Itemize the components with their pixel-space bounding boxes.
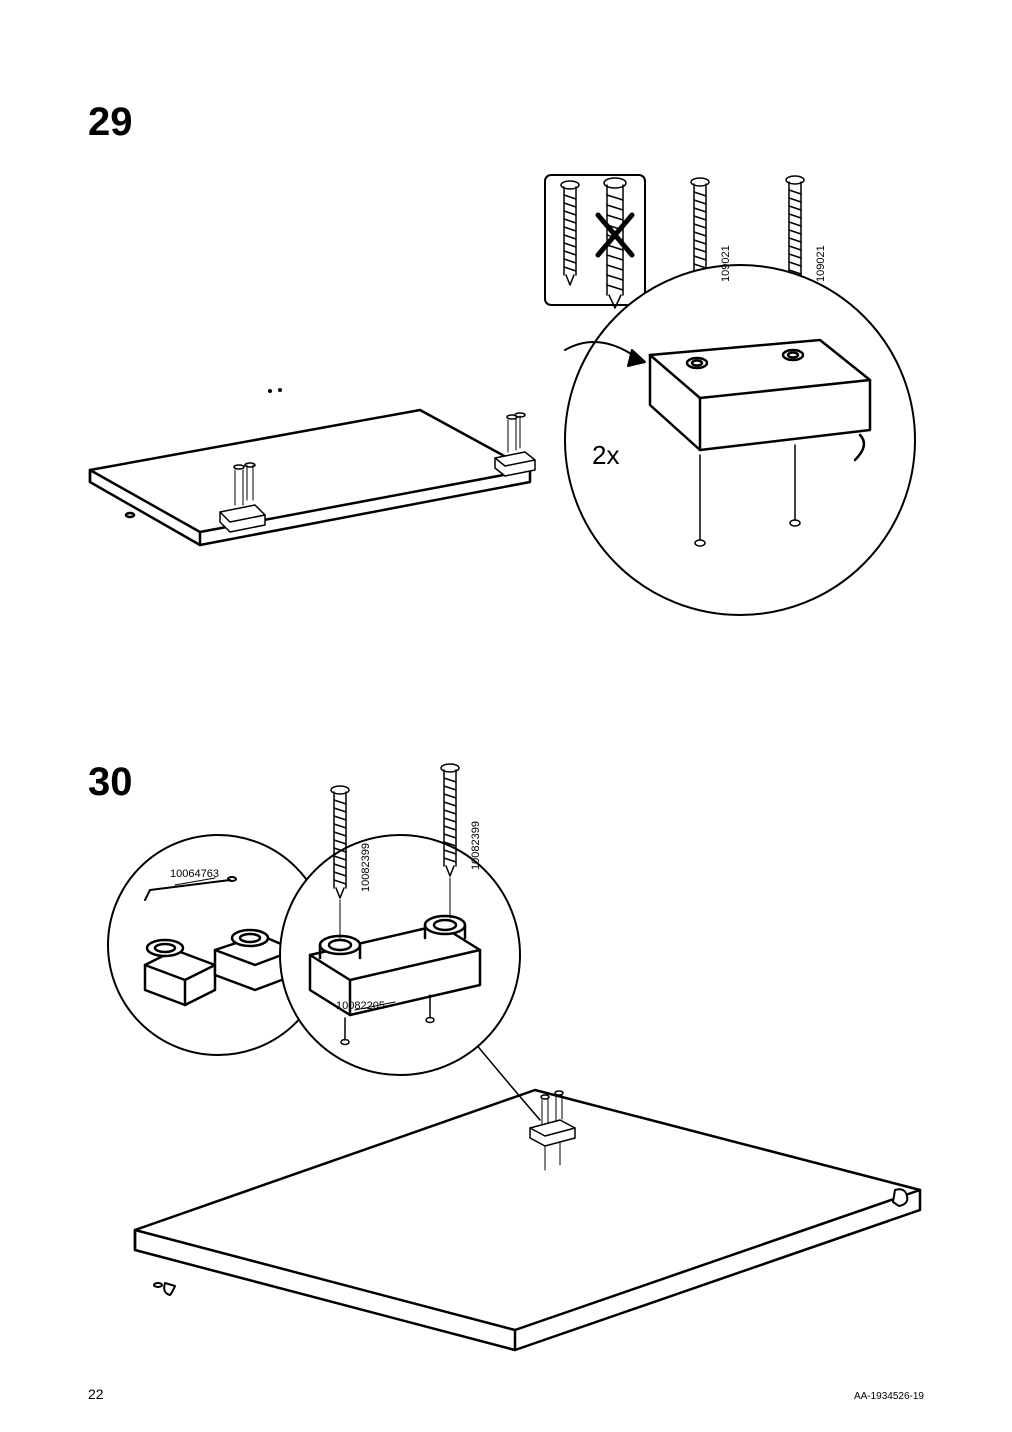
part-label-10064763: 10064763 [170,868,219,880]
step29-illustration [0,100,1012,660]
page-number: 22 [88,1386,104,1402]
step30-illustration [0,740,1012,1360]
part-label-109021-b: 109021 [815,245,827,282]
part-label-109021-a: 109021 [720,245,732,282]
document-id: AA-1934526-19 [854,1391,924,1402]
part-label-10082205: 10082205 [336,1000,385,1012]
part-label-10082399-a: 10082399 [360,843,372,892]
step29-quantity: 2x [592,440,619,471]
part-label-10082399-b: 10082399 [470,821,482,870]
